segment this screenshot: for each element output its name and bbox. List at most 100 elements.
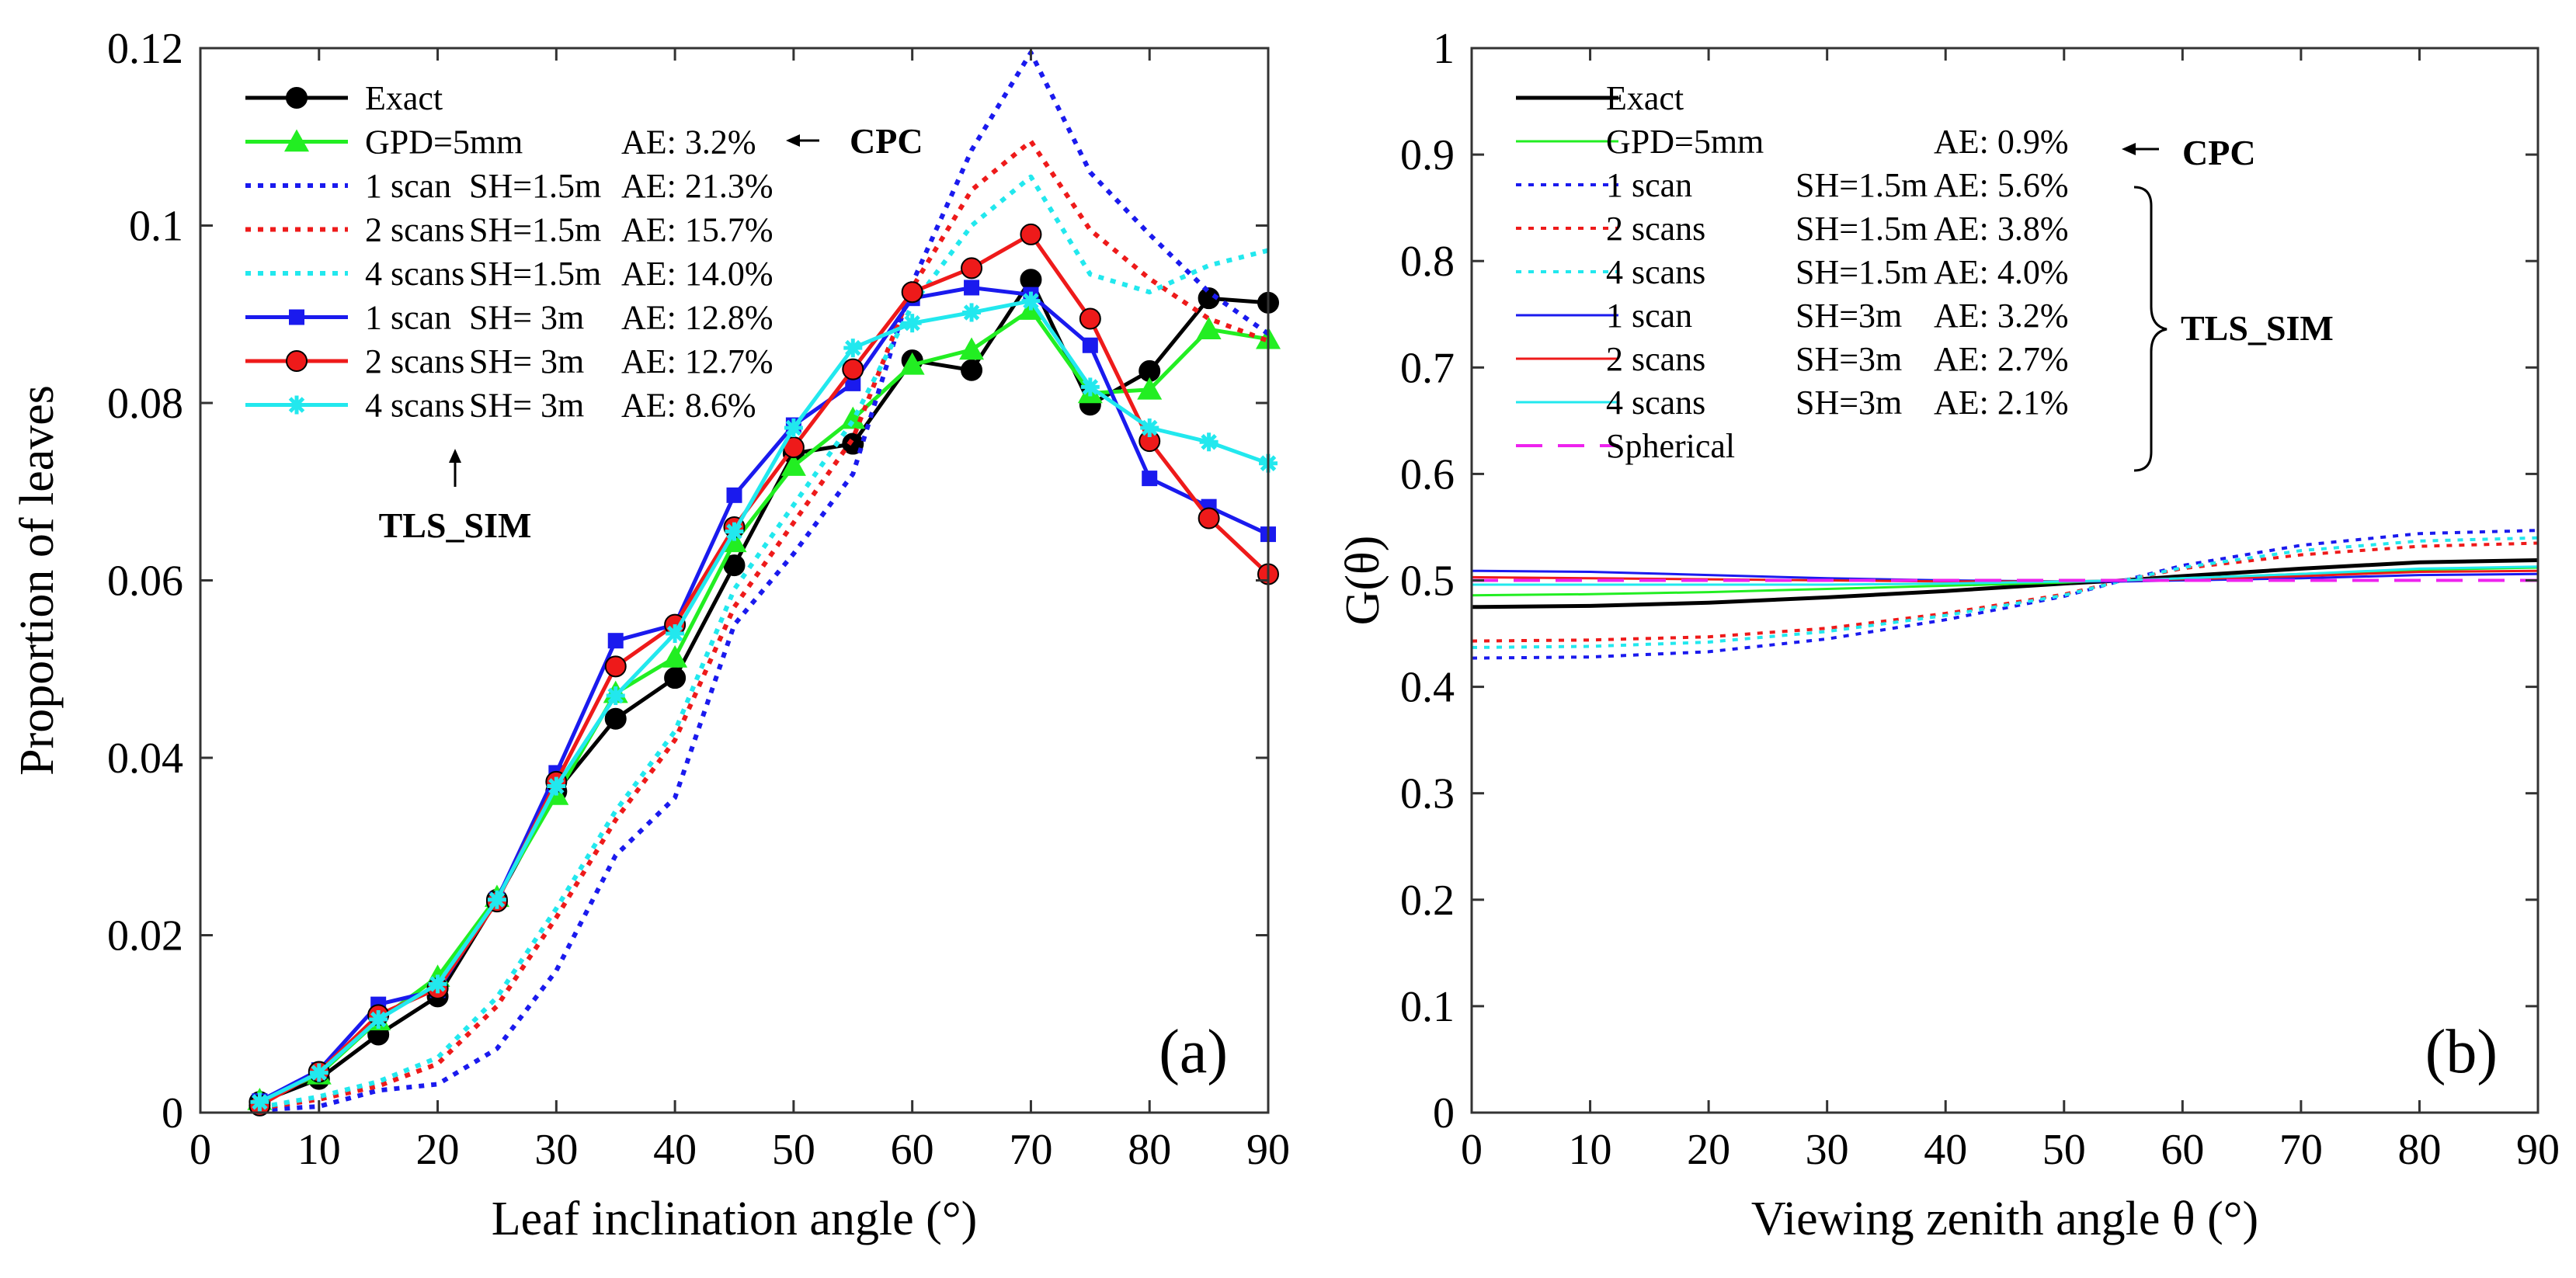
panel-b-ytick-label: 0.3 [1400,770,1455,818]
panel-a-cpc-label: CPC [850,121,923,161]
panel-b-legend-text: Exact [1606,79,1684,117]
panel-a-ytick-label: 0.04 [107,735,183,783]
panel-a-point-6-11 [901,281,923,304]
panel-b-annotations: CPC TLS_SIM [2122,133,2334,472]
panel-a-point-6-10 [842,358,864,380]
panel-a-point-1-16 [1196,317,1222,339]
panel-b-x-axis-label: Viewing zenith angle θ (°) [1751,1193,2258,1245]
panel-a-legend-text: AE: 12.7% [621,342,773,380]
panel-a-point-1-7 [662,644,688,668]
panel-a-point-7-10 [843,339,863,358]
panel-b-legend-text: 1 scan [1606,297,1692,335]
panel-b-legend-text: 2 scans [1606,340,1705,378]
panel-a-axes-box [199,47,1270,1114]
panel-b-legend-entry: 1 scan SH=3m AE: 3.2% [1516,297,2069,335]
panel-b-legend-text: 4 scans [1606,384,1705,422]
panel-a-legend-text: 4 scans [365,255,464,293]
panel-a-point-1-10 [840,406,866,429]
panel-a-legend-text: AE: 8.6% [621,387,756,425]
panel-a-legend-text: 2 scans [365,342,464,380]
panel-a-legend-text: SH= 3m [469,387,584,425]
panel-a-ytick-label: 0 [162,1089,183,1137]
panel-b-legend-entry: 4 scans SH=1.5m AE: 4.0% [1516,253,2069,291]
panel-a-ytick-label: 0.08 [107,380,183,428]
star-stroke [904,314,920,332]
panel-a-legend-text: 1 scan [365,167,451,205]
panel-a-legend-text: Exact [365,79,443,117]
star-stroke [288,397,305,413]
panel-a-point-7-0 [250,1092,269,1112]
panel-a-point-0-10 [842,432,864,455]
star-stroke [1201,434,1217,450]
panel-a-point-7-1 [309,1063,329,1082]
panel-a-xtick-label: 40 [653,1126,697,1174]
panel-b-xtick-label: 30 [1806,1126,1849,1174]
panel-a-axes: 0 10 20 30 40 50 60 70 80 90 0 0.02 0.04 0.06 0.08 0.1 0… [11,25,1290,1245]
panel-b-legend-entry: Exact [1516,79,1684,117]
panel-a-point-7-9 [784,418,803,437]
panel-a-point-0-13 [1020,269,1042,291]
panel-a-legend-text: 2 scans [365,211,464,249]
panel-a-y-axis-label: Proportion of leaves [11,385,64,776]
panel-b-ytick-label: 0 [1433,1089,1455,1137]
star-stroke [429,976,446,992]
panel-a-xtick-label: 0 [189,1126,211,1174]
panel-a-chart: 0 10 20 30 40 50 60 70 80 90 0 0.02 0.04 0.06 0.08 0.1 0… [11,25,1290,1245]
panel-b-legend-text: 2 scans [1606,210,1705,248]
panel-a-series-line-2 [259,50,1270,1113]
panel-b-legend-text: SH=1.5m [1796,166,1928,204]
panel-b-ytick-label: 0.8 [1400,238,1455,286]
panel-b-legend-text: 4 scans [1606,253,1705,291]
panel-a-ytick-label: 0.02 [107,912,183,960]
panel-a-point-1-8 [721,530,747,553]
panel-b-xtick-label: 90 [2516,1126,2560,1174]
star-stroke [252,1094,268,1110]
panel-b-cpc-arrowhead [2122,143,2136,155]
panel-a-cpc-arrowhead [786,134,800,147]
panel-a-point-5-12 [964,280,980,296]
panel-b-tls-brace [2133,186,2168,472]
panel-b-series-line-2 [1471,529,2539,660]
panel-a-legend-entry: 1 scan SH= 3m AE: 12.8% [245,299,773,337]
panel-a-point-1-15 [1137,377,1163,400]
panel-a-point-1-11 [899,352,925,375]
panel-a-legend-text: AE: 12.8% [621,299,773,337]
panel-b-tls-label: TLS_SIM [2181,308,2334,348]
panel-a-tls-arrowhead [449,449,461,463]
panel-a-point-7-8 [725,522,744,541]
panel-a-point-6-14 [1079,307,1101,330]
panel-a-legend-text: SH=1.5m [469,167,601,205]
panel-a-tag: (a) [1159,1018,1228,1086]
panel-a-xtick-label: 70 [1009,1126,1052,1174]
panel-b-series-layer [1471,529,2539,660]
panel-b-legend-entry: 2 scans SH=3m AE: 2.7% [1516,340,2069,378]
panel-a-legend-text: AE: 3.2% [621,123,756,161]
panel-a-annotations: CPC TLS_SIM [379,121,923,545]
star-stroke [1023,293,1039,309]
panel-a-legend-marker [287,395,306,415]
panel-a-legend-text: 4 scans [365,387,464,425]
panel-a-legend-entry: 4 scans SH=1.5m AE: 14.0% [245,255,773,293]
panel-a-legend-entry: 1 scan SH=1.5m AE: 21.3% [245,167,773,205]
panel-a-legend-text: SH= 3m [469,299,584,337]
panel-b-legend-text: 1 scan [1606,166,1692,204]
panel-a-legend-entry: Exact [245,79,443,117]
panel-b-legend-text: SH=1.5m [1796,253,1928,291]
panel-a-point-1-9 [780,453,806,476]
panel-a-point-6-12 [961,257,983,280]
panel-a-legend-marker [289,309,304,325]
panel-b-legend-text: SH=3m [1796,384,1902,422]
star-stroke [785,419,802,436]
panel-a-xtick-label: 30 [534,1126,578,1174]
star-stroke [666,625,683,642]
panel-a-x-axis-label: Leaf inclination angle (°) [492,1193,978,1245]
star-stroke [607,687,624,704]
panel-a-legend-text: SH=1.5m [469,211,601,249]
panel-b-xtick-label: 40 [1924,1126,1967,1174]
panel-a-legend-entry: 2 scans SH=1.5m AE: 15.7% [245,211,773,249]
panel-a-point-7-12 [962,303,982,322]
panel-a-legend-text: AE: 14.0% [621,255,773,293]
panel-a-legend-entry: GPD=5mm AE: 3.2% [245,123,756,161]
panel-b-legend-text: AE: 3.8% [1934,210,2069,248]
